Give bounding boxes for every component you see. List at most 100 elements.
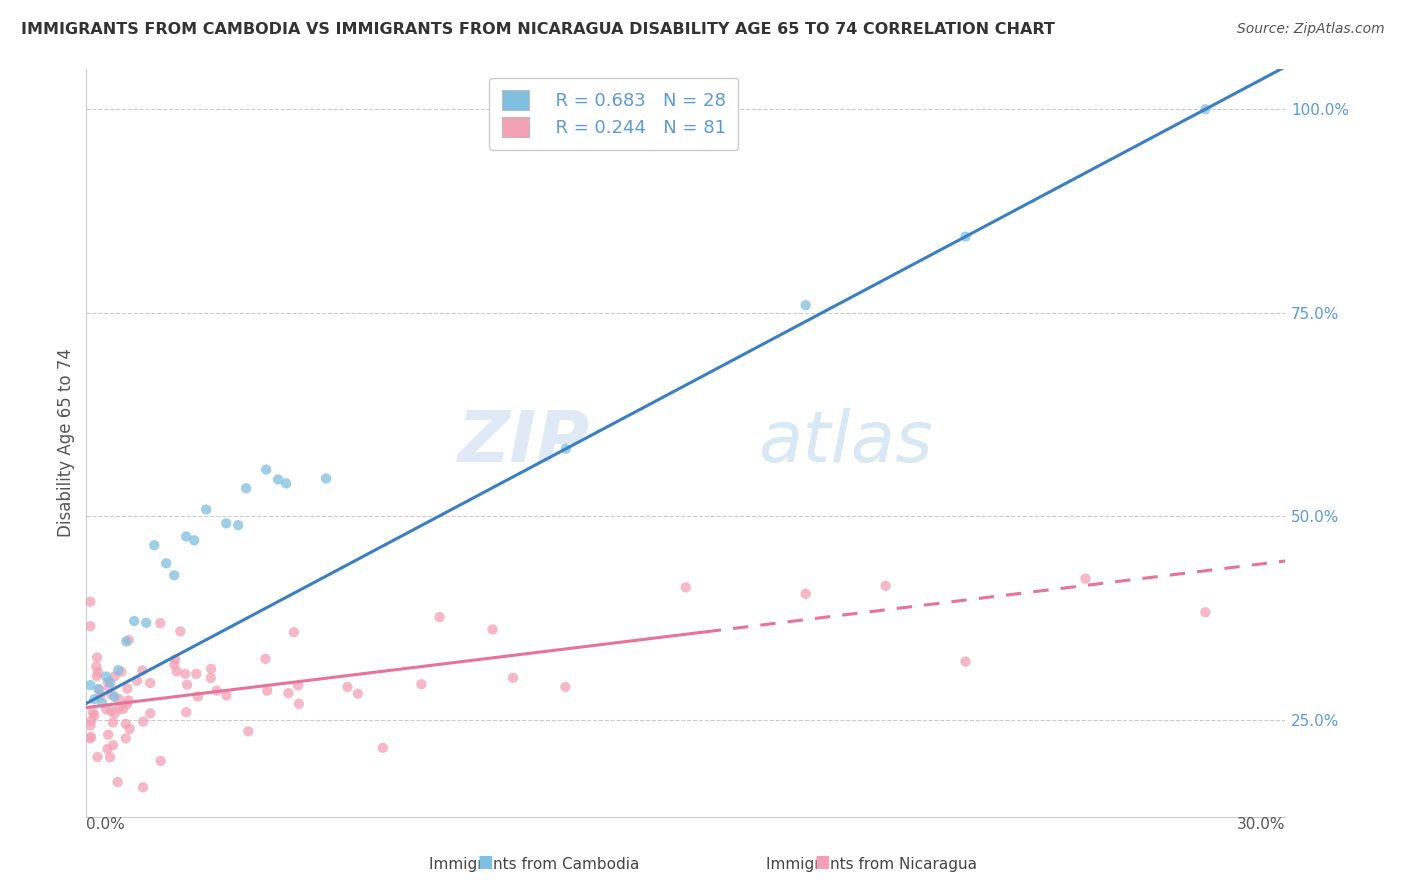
Point: [79, 678, 101, 692]
Point: [238, 724, 260, 739]
Point: [174, 666, 197, 681]
Point: [107, 775, 129, 789]
Point: [481, 623, 503, 637]
Point: [288, 697, 311, 711]
Text: Immigrants from Cambodia: Immigrants from Cambodia: [429, 857, 640, 872]
Point: [675, 581, 697, 595]
Text: ■: ■: [814, 853, 831, 871]
Point: [94, 702, 117, 716]
Point: [371, 740, 394, 755]
Point: [346, 687, 368, 701]
Point: [254, 652, 277, 666]
Point: [187, 690, 209, 704]
Point: [80, 714, 103, 728]
Point: [132, 780, 155, 795]
Point: [87, 665, 110, 680]
Text: Immigrants from Nicaragua: Immigrants from Nicaragua: [766, 857, 977, 872]
Point: [79, 718, 101, 732]
Y-axis label: Disability Age 65 to 74: Disability Age 65 to 74: [58, 349, 75, 537]
Point: [104, 669, 127, 683]
Point: [112, 702, 135, 716]
Point: [155, 557, 177, 571]
Point: [118, 722, 141, 736]
Point: [96, 669, 118, 683]
Point: [122, 614, 145, 628]
Point: [186, 666, 208, 681]
Point: [131, 664, 153, 678]
Point: [107, 663, 129, 677]
Legend:   R = 0.683   N = 28,   R = 0.244   N = 81: R = 0.683 N = 28, R = 0.244 N = 81: [489, 78, 738, 150]
Text: Source: ZipAtlas.com: Source: ZipAtlas.com: [1237, 22, 1385, 37]
Point: [97, 675, 120, 690]
Point: [226, 518, 249, 533]
Point: [79, 595, 101, 609]
Point: [235, 481, 257, 495]
Point: [955, 229, 977, 244]
Point: [86, 750, 108, 764]
Point: [103, 690, 125, 704]
Point: [132, 714, 155, 729]
Point: [955, 655, 977, 669]
Point: [97, 728, 120, 742]
Point: [429, 610, 451, 624]
Point: [254, 462, 277, 476]
Point: [215, 689, 238, 703]
Point: [554, 680, 576, 694]
Point: [80, 730, 103, 744]
Point: [183, 533, 205, 548]
Point: [98, 675, 121, 690]
Point: [169, 624, 191, 639]
Point: [100, 704, 122, 718]
Point: [336, 680, 359, 694]
Point: [114, 731, 136, 746]
Point: [165, 653, 187, 667]
Text: atlas: atlas: [758, 409, 932, 477]
Point: [215, 516, 238, 531]
Point: [794, 587, 817, 601]
Point: [86, 650, 108, 665]
Point: [79, 619, 101, 633]
Point: [104, 706, 127, 721]
Point: [166, 665, 188, 679]
Point: [79, 731, 101, 746]
Point: [149, 616, 172, 631]
Point: [283, 625, 305, 640]
Text: ZIP: ZIP: [457, 409, 591, 477]
Point: [101, 715, 124, 730]
Point: [200, 671, 222, 685]
Point: [176, 678, 198, 692]
Point: [411, 677, 433, 691]
Point: [149, 754, 172, 768]
Point: [83, 708, 105, 723]
Point: [794, 298, 817, 312]
Text: 0.0%: 0.0%: [86, 817, 125, 832]
Point: [96, 741, 118, 756]
Point: [274, 476, 297, 491]
Point: [1194, 102, 1216, 116]
Point: [103, 739, 125, 753]
Point: [98, 680, 121, 694]
Point: [115, 634, 138, 648]
Point: [174, 529, 197, 543]
Point: [1194, 605, 1216, 619]
Point: [117, 681, 139, 696]
Point: [200, 662, 222, 676]
Point: [98, 750, 121, 764]
Text: ■: ■: [477, 853, 494, 871]
Point: [84, 659, 107, 673]
Point: [87, 681, 110, 696]
Point: [256, 683, 278, 698]
Point: [127, 673, 149, 688]
Point: [315, 471, 337, 485]
Point: [86, 669, 108, 683]
Point: [875, 579, 897, 593]
Point: [143, 538, 166, 552]
Point: [287, 678, 309, 692]
Point: [115, 697, 138, 711]
Point: [100, 688, 122, 702]
Point: [163, 568, 186, 582]
Point: [139, 676, 162, 690]
Point: [108, 700, 131, 714]
Point: [1074, 572, 1097, 586]
Point: [118, 633, 141, 648]
